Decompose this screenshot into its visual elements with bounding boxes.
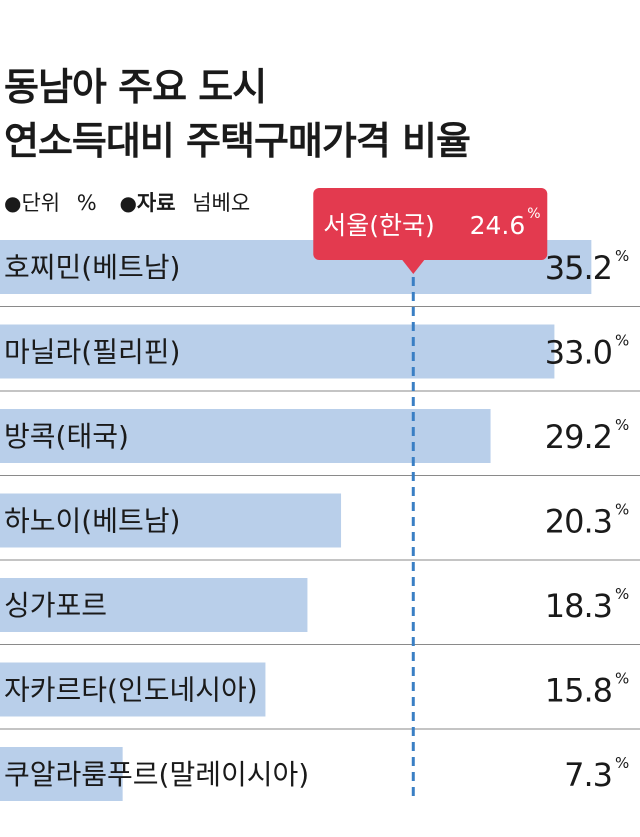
unit-label: % [615, 585, 629, 603]
value-label: 20.3 [545, 503, 612, 541]
reference-label: 서울(한국) [323, 211, 435, 240]
bar [0, 324, 555, 379]
value-label: 15.8 [545, 672, 612, 710]
source-value: 넘베오 [192, 191, 251, 215]
category-label: 싱가포르 [4, 589, 107, 622]
category-label: 쿠알라룸푸르(말레이시아) [4, 758, 309, 791]
chart-title: 동남아 주요 도시 연소득대비 주택구매가격 비율 [4, 60, 471, 168]
category-label: 하노이(베트남) [4, 505, 180, 538]
unit-label: % [615, 247, 629, 265]
bullet-icon: ● [119, 191, 137, 215]
title-line-2: 연소득대비 주택구매가격 비율 [4, 119, 471, 163]
source-label: 자료 [136, 191, 176, 215]
value-label: 33.0 [545, 334, 612, 372]
value-label: 29.2 [545, 418, 612, 456]
bullet-icon: ● [4, 191, 22, 215]
unit-label: % [615, 332, 629, 350]
bar [0, 662, 266, 717]
bar [0, 493, 342, 548]
reference-callout [313, 188, 548, 260]
unit-label: 단위 [21, 191, 61, 215]
value-label: 18.3 [545, 587, 612, 625]
category-label: 자카르타(인도네시아) [4, 674, 258, 707]
value-label: 7.3 [564, 756, 612, 794]
unit-value: % [76, 191, 97, 215]
category-label: 호찌민(베트남) [4, 251, 180, 284]
unit-label: % [615, 754, 629, 772]
callout-pointer [402, 260, 425, 274]
reference-unit: % [527, 206, 540, 222]
unit-label: % [615, 670, 629, 688]
category-label: 방콕(태국) [4, 420, 129, 453]
unit-label: % [615, 416, 629, 434]
bar [0, 578, 308, 632]
reference-value: 24.6 [470, 211, 526, 240]
chart-meta: ●단위 % ●자료 넘베오 [4, 188, 250, 218]
title-line-1: 동남아 주요 도시 [4, 65, 267, 109]
unit-label: % [615, 501, 629, 519]
bar [0, 409, 491, 463]
category-label: 마닐라(필리핀) [4, 336, 180, 369]
bar [0, 747, 123, 801]
value-label: 35.2 [545, 249, 612, 287]
